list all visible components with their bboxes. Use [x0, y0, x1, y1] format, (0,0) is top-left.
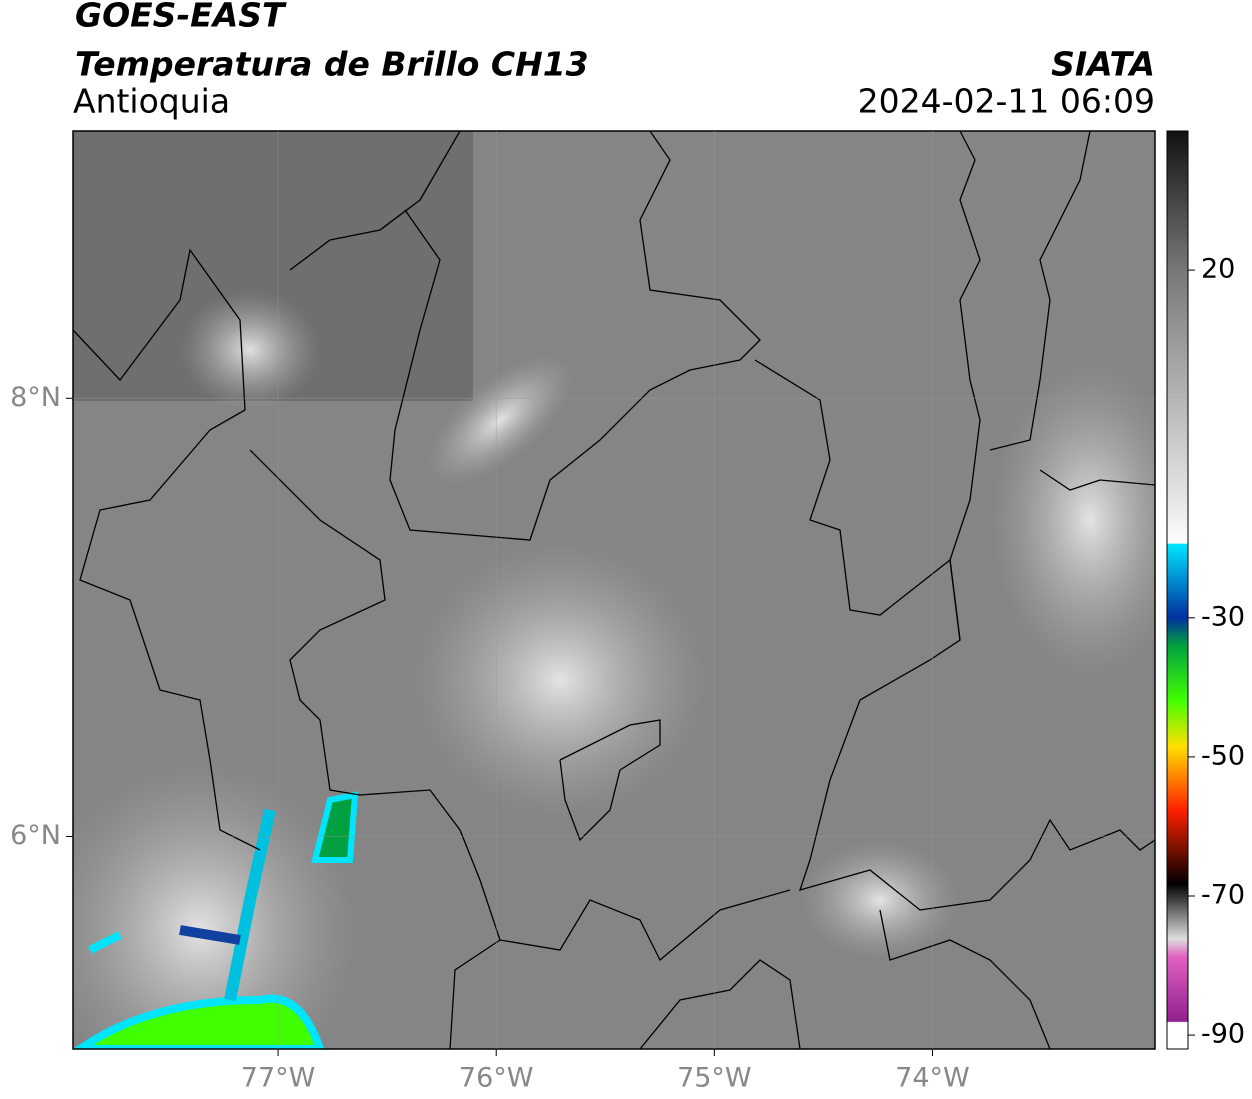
- colorbar-tick-label: -30: [1201, 601, 1245, 632]
- y-tick-label: 8°N: [10, 382, 61, 413]
- region: Antioquia: [73, 82, 230, 121]
- datetime: 2024-02-11 06:09: [858, 82, 1155, 121]
- colorbar-tick-label: -50: [1201, 740, 1245, 771]
- x-tick-label: 74°W: [895, 1063, 970, 1094]
- source: SIATA: [1051, 45, 1155, 84]
- colorbar-tick-label: 20: [1201, 254, 1235, 285]
- map-image: [73, 131, 1155, 1049]
- y-tick-label: 6°N: [10, 820, 61, 851]
- title: Temperatura de Brillo CH13: [75, 45, 589, 84]
- x-tick-label: 77°W: [241, 1063, 316, 1094]
- satellite-name: GOES-EAST: [75, 0, 287, 35]
- x-tick-label: 75°W: [677, 1063, 752, 1094]
- colorbar-tick-label: -70: [1201, 880, 1245, 911]
- colorbar-tick-label: -90: [1201, 1019, 1245, 1050]
- map-frame: [72, 130, 1156, 1050]
- x-tick-label: 76°W: [459, 1063, 534, 1094]
- colorbar: [1166, 130, 1189, 1050]
